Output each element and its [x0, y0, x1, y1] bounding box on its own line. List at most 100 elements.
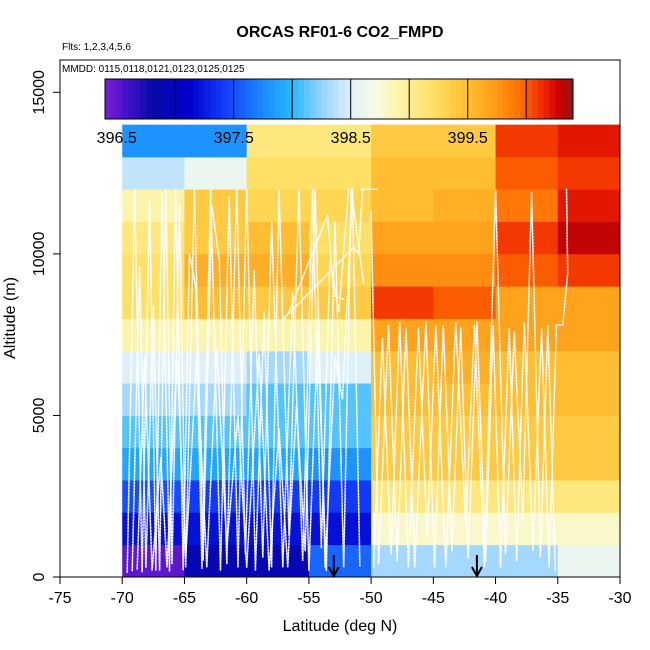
- heat-cell: [371, 156, 434, 190]
- colorbar-swatch: [339, 79, 346, 119]
- colorbar-swatch: [426, 79, 434, 119]
- colorbar-swatch: [280, 79, 287, 119]
- heat-cell: [557, 544, 621, 578]
- colorbar-swatch: [105, 79, 112, 119]
- colorbar-swatch: [262, 79, 270, 119]
- heat-cell: [371, 189, 434, 222]
- colorbar-swatch: [514, 79, 521, 119]
- colorbar-swatch: [450, 79, 457, 119]
- heat-cell: [246, 544, 310, 578]
- colorbar-swatch: [438, 79, 445, 119]
- colorbar-swatch: [456, 79, 463, 119]
- heat-cell: [371, 221, 434, 255]
- colorbar-swatch: [344, 79, 352, 119]
- colorbar-swatch: [374, 79, 381, 119]
- colorbar-swatch: [461, 79, 469, 119]
- colorbar-swatch: [233, 79, 241, 119]
- colorbar-swatch: [415, 79, 422, 119]
- heat-cell: [557, 156, 621, 190]
- colorbar-swatch: [368, 79, 375, 119]
- chart-title: ORCAS RF01-6 CO2_FMPD: [236, 24, 443, 41]
- colorbar-swatch: [561, 79, 568, 119]
- colorbar-swatch: [163, 79, 170, 119]
- y-axis-label: Altitude (m): [2, 277, 19, 359]
- heat-cell: [433, 124, 496, 158]
- colorbar-swatch: [385, 79, 393, 119]
- colorbar-swatch: [479, 79, 486, 119]
- heat-cell: [371, 512, 434, 546]
- x-axis: -75 -70 -65 -60 -55 -50 -45 -40 -35 -30: [48, 577, 632, 607]
- heat-cell: [308, 124, 372, 158]
- heat-cell: [122, 189, 185, 222]
- colorbar-swatch: [543, 79, 551, 119]
- colorbar-swatch: [198, 79, 205, 119]
- heat-cell: [557, 415, 621, 449]
- colorbar-swatch: [409, 79, 416, 119]
- x-tick-label: -30: [608, 590, 631, 607]
- y-tick-label: 15000: [31, 70, 48, 115]
- heat-cell: [433, 221, 496, 255]
- colorbar-swatch: [245, 79, 252, 119]
- colorbar-swatch: [444, 79, 451, 119]
- flight-track: [372, 189, 557, 572]
- y-tick-label: 0: [31, 572, 48, 581]
- colorbar-swatch: [491, 79, 498, 119]
- colorbar-swatch: [403, 79, 410, 119]
- colorbar-swatch: [157, 79, 164, 119]
- colorbar-swatch: [186, 79, 194, 119]
- heat-cell: [371, 253, 434, 287]
- colorbar-swatch: [397, 79, 404, 119]
- heat-cell: [308, 544, 372, 578]
- colorbar-swatch: [210, 79, 217, 119]
- colorbar-swatch: [485, 79, 492, 119]
- heat-cell: [184, 156, 248, 190]
- colorbar-swatch: [122, 79, 129, 119]
- heat-cell: [495, 253, 559, 287]
- colorbar-swatch: [192, 79, 200, 119]
- colorbar-swatch: [303, 79, 311, 119]
- colorbar: [104, 78, 574, 120]
- x-tick-label: -70: [111, 590, 134, 607]
- colorbar-swatch: [520, 79, 527, 119]
- colorbar-swatch: [204, 79, 211, 119]
- heat-cell: [184, 447, 248, 481]
- colorbar-swatch: [350, 79, 358, 119]
- heat-cell: [246, 124, 310, 158]
- heat-cell: [557, 318, 621, 352]
- latitude-arrow-head: [471, 566, 483, 579]
- heat-cell: [184, 544, 248, 578]
- y-tick-label: 10000: [31, 232, 48, 277]
- flight-track: [131, 188, 350, 572]
- flights-label: Flts: 1,2,3,4,5,6: [62, 42, 131, 53]
- heat-cell: [122, 156, 185, 190]
- heat-cell: [495, 286, 559, 319]
- heat-cell: [122, 350, 185, 384]
- plot-frame: [59, 59, 621, 578]
- heat-cell: [371, 124, 434, 158]
- heat-cell: [308, 480, 372, 513]
- flight-track: [126, 189, 365, 574]
- x-tick-label: -75: [48, 590, 71, 607]
- colorbar-swatch: [432, 79, 439, 119]
- colorbar-swatch: [356, 79, 363, 119]
- colorbar-swatch: [222, 79, 229, 119]
- heat-cell: [308, 156, 372, 190]
- flight-tracks: [126, 188, 569, 574]
- flight-track: [283, 188, 379, 320]
- colorbar-swatch: [116, 79, 124, 119]
- colorbar-swatch: [286, 79, 293, 119]
- heat-cell: [122, 480, 185, 513]
- heat-cell: [308, 512, 372, 546]
- heat-cell: [184, 124, 248, 158]
- colorbar-swatch: [549, 79, 556, 119]
- colorbar-swatch: [128, 79, 135, 119]
- y-tick-label: 5000: [31, 398, 48, 434]
- colorbar-swatch: [537, 79, 545, 119]
- x-tick-label: -45: [422, 590, 445, 607]
- heat-cell: [433, 286, 496, 319]
- heat-cell: [495, 124, 559, 158]
- heat-cell: [433, 156, 496, 190]
- colorbar-swatch: [239, 79, 246, 119]
- colorbar-swatch: [379, 79, 387, 119]
